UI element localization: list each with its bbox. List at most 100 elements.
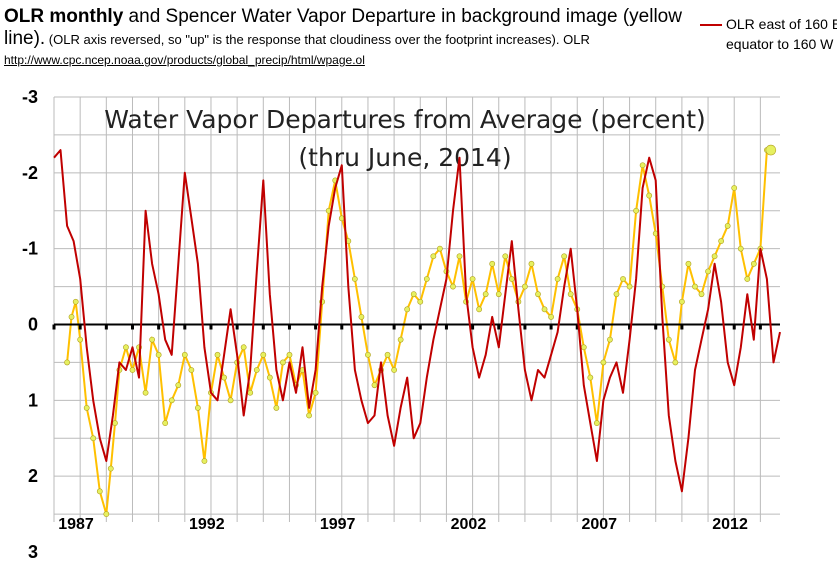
- water-vapor-point: [188, 367, 195, 373]
- water-vapor-point: [489, 260, 496, 267]
- water-vapor-point: [522, 283, 528, 290]
- source-url-link[interactable]: http://www.cpc.ncep.noaa.gov/products/gl…: [4, 53, 365, 67]
- water-vapor-point: [587, 374, 594, 381]
- water-vapor-point: [765, 144, 777, 156]
- water-vapor-point: [456, 253, 463, 260]
- x-tick-label: 1992: [189, 516, 225, 533]
- water-vapor-point: [482, 291, 489, 298]
- water-vapor-point: [495, 291, 502, 298]
- axis-labels: -3 -2 -1 0 1 2 3 1987 1992 1997 2002 2007 2012: [22, 87, 748, 562]
- water-vapor-point: [744, 276, 751, 282]
- zero-line-tick: [444, 324, 448, 330]
- zero-line-tick: [758, 324, 762, 330]
- background-image-layer: Water Vapor Departures from Average (per…: [104, 105, 706, 172]
- water-vapor-point: [168, 397, 175, 404]
- water-vapor-point: [561, 253, 568, 260]
- water-vapor-point: [436, 245, 443, 252]
- zero-line-tick: [628, 324, 632, 330]
- header-axis-note: (OLR axis reversed, so "up" is the respo…: [45, 32, 590, 47]
- water-vapor-point: [633, 207, 640, 214]
- zero-line-tick: [732, 324, 736, 330]
- water-vapor-point: [214, 351, 221, 358]
- x-tick-label: 1987: [58, 516, 94, 533]
- zero-line-layer: [52, 323, 780, 330]
- water-vapor-point: [430, 253, 437, 260]
- water-vapor-point: [567, 291, 574, 298]
- water-vapor-point: [253, 367, 260, 373]
- water-vapor-point: [96, 488, 103, 495]
- water-vapor-point: [351, 276, 358, 282]
- water-vapor-point: [247, 389, 254, 396]
- water-vapor-point: [508, 276, 515, 282]
- water-vapor-point: [665, 336, 672, 343]
- y-tick-label: -1: [22, 239, 38, 259]
- olr-series: [53, 149, 781, 493]
- olr-line: [53, 149, 781, 493]
- water-vapor-point: [548, 314, 554, 320]
- zero-line-tick: [497, 324, 501, 330]
- y-tick-label: 3: [28, 542, 38, 562]
- water-vapor-point: [260, 351, 267, 358]
- x-tick-label: 1997: [320, 516, 356, 533]
- water-vapor-point: [476, 306, 483, 313]
- zero-line-tick: [235, 324, 239, 330]
- water-vapor-point: [613, 291, 620, 298]
- zero-line-tick: [418, 324, 422, 330]
- water-vapor-point: [600, 359, 607, 366]
- x-tick-label: 2012: [712, 516, 748, 533]
- water-vapor-point: [705, 268, 711, 275]
- water-vapor-point: [450, 283, 456, 290]
- zero-line-tick: [523, 324, 527, 330]
- header-bold-title: OLR monthly: [4, 6, 124, 27]
- water-vapor-point: [620, 276, 626, 282]
- legend-olr-swatch: [700, 24, 722, 26]
- legend-label-line-2: equator to 160 W: [726, 36, 834, 52]
- legend-label-line-1: OLR east of 160 E: [726, 16, 837, 32]
- water-vapor-point: [306, 412, 312, 419]
- zero-line-tick: [601, 324, 605, 330]
- water-vapor-point: [72, 298, 79, 305]
- legend-olr-label: OLR east of 160 E equator to 160 W: [726, 14, 837, 54]
- water-vapor-point: [502, 253, 509, 260]
- zero-line-tick: [471, 324, 475, 330]
- x-tick-label: 2007: [581, 516, 617, 533]
- water-vapor-point: [142, 389, 149, 396]
- water-vapor-point: [580, 344, 587, 351]
- chart-header: OLR monthly and Spencer Water Vapor Depa…: [4, 6, 694, 68]
- water-vapor-point: [672, 359, 679, 366]
- water-vapor-point: [593, 420, 600, 426]
- water-vapor-point: [404, 306, 411, 313]
- water-vapor-point: [103, 511, 110, 517]
- water-vapor-point: [384, 351, 391, 358]
- water-vapor-point: [149, 336, 156, 343]
- water-vapor-point: [175, 382, 182, 389]
- water-vapor-point: [678, 298, 685, 305]
- water-vapor-point: [711, 253, 718, 260]
- water-vapor-point: [155, 351, 162, 358]
- water-vapor-point: [77, 336, 84, 343]
- zero-line-tick: [549, 324, 553, 330]
- y-tick-label: 2: [28, 466, 38, 486]
- water-vapor-point: [698, 291, 705, 298]
- zero-line-tick: [183, 324, 187, 330]
- water-vapor-point: [410, 291, 417, 298]
- background-title-line-2: (thru June, 2014): [298, 143, 511, 172]
- water-vapor-point: [397, 336, 404, 343]
- water-vapor-point: [201, 458, 208, 464]
- y-tick-label: -2: [22, 163, 38, 183]
- header-line2-start: line).: [4, 28, 46, 49]
- header-line-1: OLR monthly and Spencer Water Vapor Depa…: [4, 6, 694, 28]
- water-vapor-point: [535, 291, 541, 298]
- water-vapor-point: [358, 314, 365, 320]
- water-vapor-point: [64, 359, 70, 366]
- zero-line-tick: [261, 324, 265, 330]
- y-tick-label: -3: [22, 87, 38, 107]
- water-vapor-point: [273, 405, 280, 411]
- zero-line-tick: [314, 324, 318, 330]
- y-tick-label: 0: [28, 315, 38, 335]
- water-vapor-point: [194, 405, 201, 411]
- zero-line-tick: [130, 324, 134, 330]
- water-vapor-point: [162, 420, 169, 426]
- water-vapor-point: [68, 314, 75, 320]
- x-tick-label: 2002: [451, 516, 487, 533]
